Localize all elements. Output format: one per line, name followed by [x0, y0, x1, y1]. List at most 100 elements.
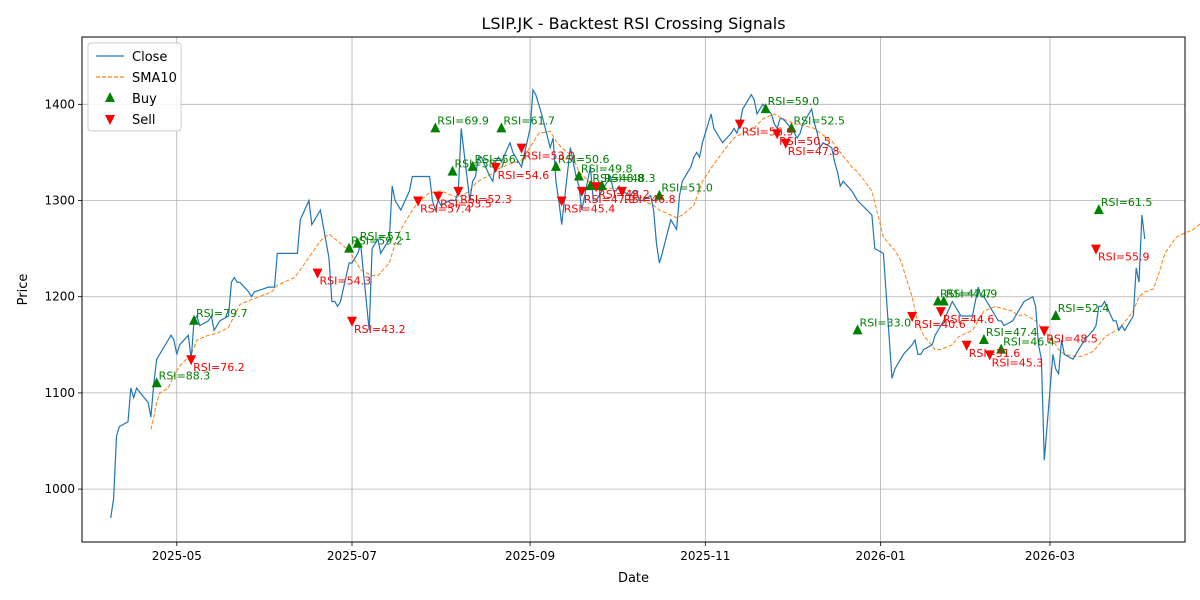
- y-axis: 1000 1100 1200 1300 1400: [44, 97, 82, 496]
- buy-marker: [430, 122, 441, 133]
- sma10-line: [150, 113, 1200, 430]
- sell-marker: [490, 162, 501, 173]
- x-tick-label: 2025-05: [152, 549, 202, 563]
- sell-label: RSI=31.6: [969, 347, 1021, 360]
- buy-marker: [447, 165, 458, 176]
- legend-label: Close: [132, 50, 167, 65]
- buy-label: RSI=48.8: [592, 172, 644, 185]
- buy-label: RSI=52.5: [793, 114, 845, 127]
- sell-marker: [984, 350, 995, 361]
- buy-label: RSI=59.2: [351, 235, 403, 248]
- buy-label: RSI=61.7: [503, 114, 555, 127]
- legend: Close SMA10 Buy Sell: [87, 42, 182, 132]
- sell-marker: [772, 129, 783, 140]
- buy-marker: [996, 343, 1007, 354]
- x-tick-label: 2026-03: [1025, 549, 1075, 563]
- y-axis-title: Price: [16, 274, 31, 306]
- sell-marker: [312, 268, 323, 279]
- close-line: [110, 87, 1146, 519]
- buy-marker: [467, 160, 478, 171]
- sell-marker: [556, 196, 567, 207]
- buy-marker: [1093, 204, 1104, 215]
- sell-label: RSI=53.0: [523, 150, 575, 163]
- sell-marker: [433, 191, 444, 202]
- buy-marker: [938, 295, 949, 306]
- sell-label: RSI=48.5: [1046, 332, 1098, 345]
- sell-marker: [1039, 326, 1050, 337]
- legend-swatch: [105, 92, 115, 102]
- y-tick-label: 1400: [44, 97, 75, 111]
- legend-label: Buy: [132, 92, 157, 107]
- buy-marker: [151, 377, 162, 388]
- buy-marker: [189, 314, 200, 325]
- buy-marker: [760, 103, 771, 114]
- sell-label: RSI=52.3: [460, 193, 512, 206]
- x-tick-label: 2025-11: [680, 549, 730, 563]
- buy-marker: [344, 242, 355, 253]
- sell-label: RSI=76.2: [193, 361, 245, 374]
- buy-label: RSI=88.3: [159, 369, 211, 382]
- sell-label: RSI=46.8: [624, 193, 676, 206]
- sell-marker: [734, 119, 745, 130]
- buy-label: RSI=47.7: [940, 288, 992, 301]
- buy-label: RSI=33.0: [860, 316, 912, 329]
- sell-marker: [576, 186, 587, 197]
- sell-marker: [935, 307, 946, 318]
- buy-label: RSI=46.4: [1003, 336, 1055, 349]
- close-series: [110, 87, 1146, 519]
- sell-marker: [961, 340, 972, 351]
- buy-label: RSI=69.9: [437, 114, 489, 127]
- legend-swatch: [105, 115, 115, 125]
- sma10-series: [150, 113, 1200, 430]
- y-tick-label: 1000: [44, 482, 75, 496]
- sell-marker: [453, 186, 464, 197]
- sell-label: RSI=43.2: [354, 323, 406, 336]
- buy-marker: [852, 324, 863, 335]
- buy-label: RSI=59.0: [768, 95, 820, 108]
- buy-label: RSI=50.6: [558, 153, 610, 166]
- buy-marker: [352, 237, 363, 248]
- sell-label: RSI=54.3: [320, 275, 372, 288]
- x-axis-title: Date: [618, 571, 649, 586]
- y-tick-label: 1100: [44, 386, 75, 400]
- buy-label: RSI=47.4: [986, 326, 1038, 339]
- sell-label: RSI=54.6: [498, 169, 550, 182]
- buy-marker: [1050, 309, 1061, 320]
- sell-label: RSI=47.8: [788, 145, 840, 158]
- legend-label: SMA10: [132, 71, 177, 86]
- legend-box: [87, 42, 182, 132]
- x-tick-label: 2026-01: [855, 549, 905, 563]
- buy-label: RSI=49.8: [581, 162, 633, 175]
- sell-label: RSI=45.3: [992, 356, 1044, 369]
- sell-marker: [780, 138, 791, 149]
- buy-label: RSI=44.9: [946, 288, 998, 301]
- sell-label: RSI=55.9: [1098, 251, 1150, 264]
- sell-marker: [591, 182, 602, 193]
- sell-marker: [413, 196, 424, 207]
- sell-label: RSI=50.5: [779, 135, 831, 148]
- sell-marker: [516, 143, 527, 154]
- chart-title: LSIP.JK - Backtest RSI Crossing Signals: [481, 14, 785, 33]
- sell-marker: [186, 355, 197, 366]
- x-tick-label: 2025-07: [327, 549, 377, 563]
- buy-label: RSI=61.5: [1101, 196, 1153, 209]
- sell-marker: [617, 186, 628, 197]
- buy-marker: [585, 180, 596, 191]
- sell-label: RSI=57.4: [420, 203, 472, 216]
- buy-marker: [978, 334, 989, 344]
- buy-label: RSI=51.0: [661, 182, 713, 195]
- sell-label: RSI=44.6: [943, 313, 995, 326]
- buy-label: RSI=48.3: [604, 172, 656, 185]
- sell-label: RSI=40.6: [914, 318, 966, 331]
- buy-marker: [596, 180, 607, 191]
- x-tick-label: 2025-09: [505, 549, 555, 563]
- buy-label: RSI=52.4: [1058, 302, 1110, 315]
- sell-label: RSI=47.9: [584, 193, 636, 206]
- buy-marker: [550, 160, 561, 171]
- sell-label: RSI=45.4: [564, 203, 616, 216]
- buy-label: RSI=79.7: [196, 307, 248, 320]
- buy-marker: [573, 170, 584, 181]
